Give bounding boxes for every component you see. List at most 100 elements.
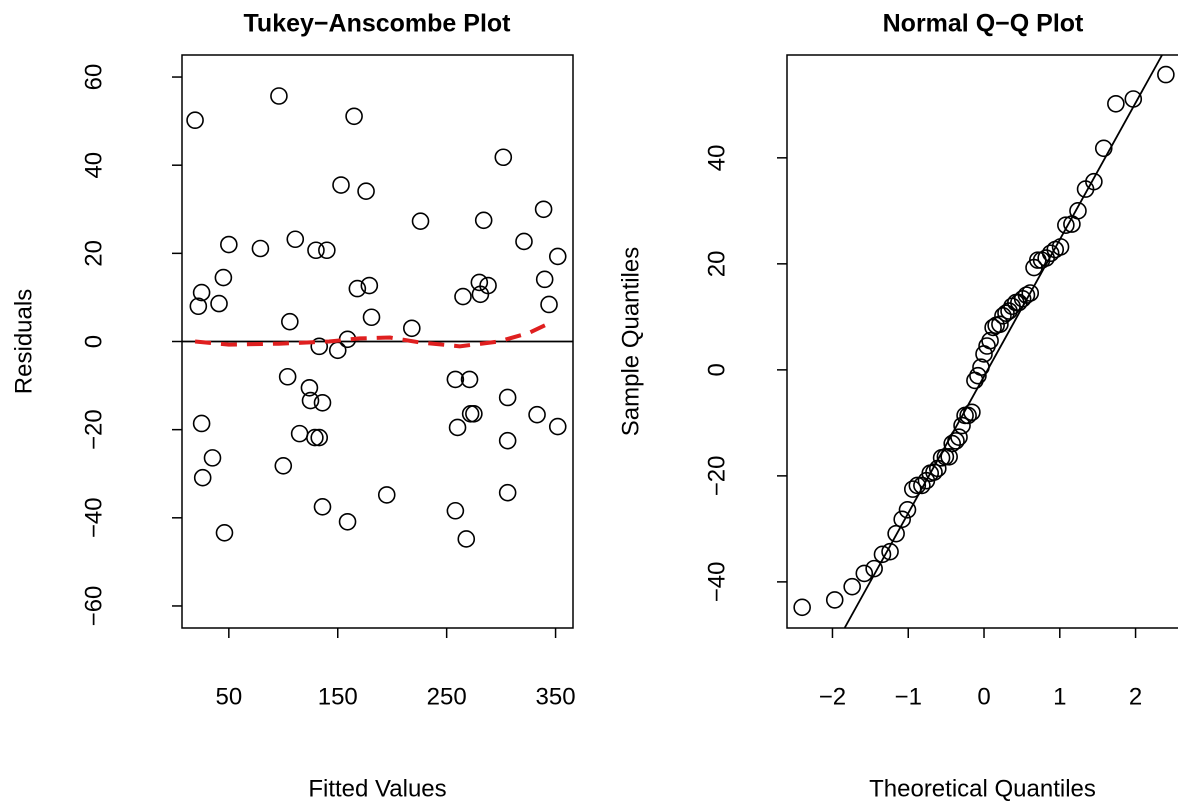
data-point xyxy=(362,308,381,327)
x-tick-label: −2 xyxy=(819,683,846,710)
x-tick-label: 350 xyxy=(536,683,576,710)
data-point xyxy=(969,366,987,385)
data-point xyxy=(534,200,553,219)
x-tick-label: 1 xyxy=(1053,683,1066,710)
data-point xyxy=(893,510,911,529)
x-tick-label: 250 xyxy=(427,683,467,710)
data-point xyxy=(498,483,517,502)
x-tick-label: 50 xyxy=(215,683,242,710)
data-point xyxy=(1157,65,1175,84)
data-point xyxy=(203,449,222,467)
data-point xyxy=(215,523,234,542)
data-point xyxy=(270,87,288,105)
data-point xyxy=(470,273,489,292)
data-point xyxy=(274,456,293,475)
chart-title: Tukey−Anscombe Plot xyxy=(244,10,512,38)
y-tick-label: −40 xyxy=(703,562,730,603)
smoother-line xyxy=(194,321,550,349)
y-tick-label: 40 xyxy=(703,144,730,171)
plot-area xyxy=(793,55,1175,628)
x-axis-title: Fitted Values xyxy=(308,775,446,802)
data-point xyxy=(1057,216,1075,234)
data-point xyxy=(474,211,493,230)
y-tick-label: 0 xyxy=(80,335,107,348)
data-point xyxy=(865,559,883,578)
data-point xyxy=(997,304,1015,322)
data-point xyxy=(281,312,299,331)
data-point xyxy=(515,232,533,251)
data-point xyxy=(345,107,363,126)
data-point xyxy=(479,276,497,295)
data-point xyxy=(908,476,927,495)
data-point xyxy=(377,486,396,504)
data-point xyxy=(1017,286,1036,304)
data-point xyxy=(959,406,977,425)
data-point xyxy=(1124,90,1143,108)
data-point xyxy=(1094,139,1113,158)
data-point xyxy=(925,463,943,481)
data-point xyxy=(898,500,917,519)
data-point xyxy=(189,297,208,316)
data-point xyxy=(457,530,476,548)
data-point xyxy=(348,279,367,298)
x-tick-label: 150 xyxy=(318,683,358,710)
data-point xyxy=(465,404,483,423)
data-point xyxy=(446,370,465,389)
data-point xyxy=(332,176,350,194)
data-point xyxy=(548,247,567,266)
x-tick-label: 0 xyxy=(977,683,990,710)
data-point xyxy=(278,367,297,386)
data-point xyxy=(301,391,320,410)
x-axis-title: Theoretical Quantiles xyxy=(869,775,1096,802)
data-point xyxy=(855,564,874,583)
x-tick-label: 2 xyxy=(1129,683,1142,710)
data-point xyxy=(214,268,233,287)
data-point xyxy=(313,393,332,412)
data-point xyxy=(940,447,958,466)
data-point xyxy=(1107,94,1125,113)
data-point xyxy=(498,388,517,407)
data-point xyxy=(251,239,270,258)
data-point xyxy=(338,512,357,531)
data-point xyxy=(461,404,480,423)
chart-title: Normal Q−Q Plot xyxy=(883,10,1084,38)
y-tick-label: −40 xyxy=(80,497,107,538)
data-point xyxy=(994,306,1012,325)
data-point xyxy=(498,431,517,450)
data-point xyxy=(193,468,212,487)
data-point xyxy=(981,331,999,350)
data-point xyxy=(881,542,899,561)
data-point xyxy=(328,341,347,360)
data-point xyxy=(318,241,336,260)
data-point xyxy=(540,295,558,314)
y-tick-label: 0 xyxy=(703,363,730,376)
data-point xyxy=(913,476,931,495)
y-tick-label: 60 xyxy=(80,64,107,91)
data-point xyxy=(300,378,319,397)
plot-frame xyxy=(786,54,1178,629)
data-point xyxy=(306,428,324,447)
data-point xyxy=(1069,202,1087,220)
x-tick-label: −1 xyxy=(895,683,922,710)
y-tick-label: −60 xyxy=(80,586,107,627)
data-point xyxy=(220,235,238,254)
data-point xyxy=(873,545,892,564)
data-point xyxy=(286,230,305,249)
data-point xyxy=(310,337,329,356)
data-point xyxy=(1085,172,1103,191)
data-point xyxy=(360,276,379,295)
data-point xyxy=(403,319,421,338)
data-point xyxy=(494,148,513,167)
data-point xyxy=(528,405,546,424)
data-point xyxy=(357,182,375,200)
data-point xyxy=(210,294,228,313)
data-point xyxy=(192,283,211,302)
data-point xyxy=(186,111,204,130)
y-axis-title: Sample Quantiles xyxy=(617,247,644,436)
qq-line xyxy=(843,55,1163,628)
data-point xyxy=(535,270,554,289)
y-tick-label: −20 xyxy=(703,456,730,497)
data-point xyxy=(454,287,472,306)
data-point xyxy=(313,497,332,516)
